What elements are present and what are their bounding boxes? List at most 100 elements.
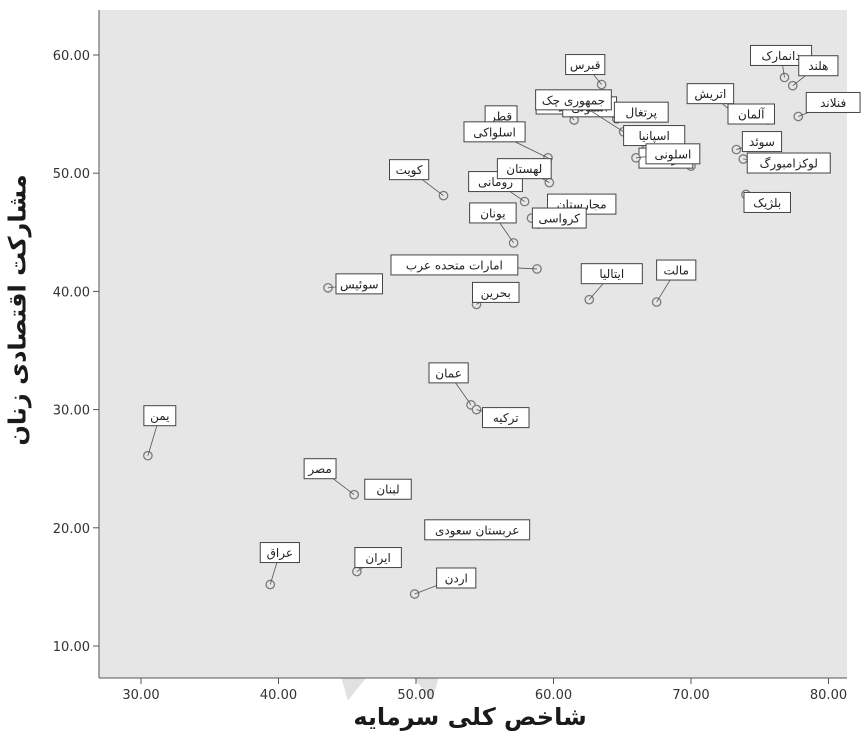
label-box <box>436 567 477 589</box>
point-label: آلمان <box>738 107 765 122</box>
label-box <box>741 131 783 153</box>
point-marker <box>471 404 482 415</box>
data-point: مالت <box>651 259 697 307</box>
y-tick-label: 50.00 <box>53 167 90 182</box>
label-box <box>743 191 791 213</box>
y-tick-label: 10.00 <box>53 640 90 655</box>
point-label: لهستان <box>506 162 542 176</box>
point-label: لوکزامبورگ <box>760 157 818 172</box>
label-box <box>580 263 643 285</box>
data-point: لهستان <box>496 158 555 188</box>
point-marker <box>779 72 790 83</box>
label-box <box>469 202 517 224</box>
y-tick-label: 40.00 <box>53 285 90 300</box>
data-point: اسلواکی <box>463 121 553 163</box>
label-box <box>482 407 530 429</box>
x-tick-label: 60.00 <box>535 688 572 703</box>
data-point: ترکیه <box>471 404 530 429</box>
x-axis-title: شاخص کلی سرمایه <box>353 703 587 731</box>
point-label: ایتالیا <box>599 267 624 281</box>
data-point: مصر <box>303 458 359 500</box>
data-point: کویت <box>389 159 449 201</box>
data-point: اسلونی <box>631 143 701 165</box>
point-label: پرتغال <box>626 106 657 121</box>
data-point: پرتغال <box>613 101 669 123</box>
point-label: سوئد <box>749 135 775 150</box>
point-label: اردن <box>445 571 468 586</box>
label-box <box>390 254 519 276</box>
data-point: جمهوری چک <box>535 89 629 137</box>
point-marker <box>787 80 798 91</box>
x-tick-label: 70.00 <box>672 688 709 703</box>
point-label: سوئیس <box>340 277 379 292</box>
point-label: قبرس <box>570 58 601 73</box>
data-point: عمان <box>428 362 476 410</box>
data-point: یونان <box>469 202 519 248</box>
plot-area <box>99 10 847 678</box>
data-point: لوکزامبورگ <box>738 152 831 174</box>
data-point: آلمان <box>727 103 775 125</box>
point-label: عمان <box>435 366 462 380</box>
data-point: عراق <box>259 542 300 590</box>
label-box <box>727 103 775 125</box>
label-box <box>335 273 383 295</box>
label-box <box>535 89 612 111</box>
point-label: امارات متحده عرب <box>406 258 503 273</box>
data-point: دانمارک <box>750 44 813 83</box>
y-tick-label: 30.00 <box>53 404 90 419</box>
y-tick-label: 20.00 <box>53 522 90 537</box>
label-box <box>645 143 701 165</box>
point-label: لبنان <box>376 483 399 497</box>
x-tick-label: 80.00 <box>810 688 847 703</box>
point-label: مصر <box>307 462 331 477</box>
data-point: ایتالیا <box>580 263 643 305</box>
data-point: امارات متحده عرب <box>390 254 542 276</box>
point-label: اسلونی <box>654 147 691 162</box>
data-point: قبرس <box>565 54 607 90</box>
data-point: بلژیک <box>741 189 791 213</box>
point-label: هلند <box>808 59 828 73</box>
data-point: سوئد <box>731 131 783 155</box>
point-label: یمن <box>150 409 169 424</box>
x-tick-label: 50.00 <box>397 688 434 703</box>
data-point: فنلاند <box>793 91 861 122</box>
data-point: یمن <box>143 405 177 461</box>
point-label: بحرین <box>481 286 511 301</box>
label-box <box>656 259 697 281</box>
data-point: عربستان سعودی <box>424 519 531 541</box>
point-label: مالت <box>663 264 689 278</box>
y-tick-label: 60.00 <box>53 49 90 64</box>
point-label: کویت <box>396 163 423 178</box>
point-label: بلژیک <box>753 196 781 211</box>
label-box <box>565 54 606 76</box>
label-box <box>746 152 831 174</box>
label-box <box>472 281 520 303</box>
label-box <box>613 101 669 123</box>
label-box <box>798 55 839 77</box>
data-point: بحرین <box>471 281 520 310</box>
label-box <box>259 542 300 564</box>
point-label: قطر <box>489 109 512 124</box>
point-label: ترکیه <box>493 411 519 426</box>
point-label: یونان <box>480 206 505 221</box>
data-point: سوئیس <box>323 273 383 295</box>
label-box <box>531 207 587 229</box>
point-label: اسلواکی <box>473 125 516 140</box>
point-label: کرواسی <box>539 212 581 227</box>
data-point: کرواسی <box>531 207 587 229</box>
label-box <box>686 83 735 105</box>
label-box <box>389 159 430 181</box>
point-label: فنلاند <box>820 96 846 110</box>
label-box <box>805 91 861 113</box>
point-label: عربستان سعودی <box>435 523 520 538</box>
x-tick-label: 40.00 <box>260 688 297 703</box>
label-box <box>143 405 177 427</box>
label-box <box>428 362 469 384</box>
point-marker <box>793 111 804 122</box>
label-box <box>496 158 552 180</box>
label-box <box>364 478 412 500</box>
data-point: لبنان <box>364 478 412 500</box>
point-label: ایران <box>365 551 390 566</box>
label-box <box>463 121 526 143</box>
